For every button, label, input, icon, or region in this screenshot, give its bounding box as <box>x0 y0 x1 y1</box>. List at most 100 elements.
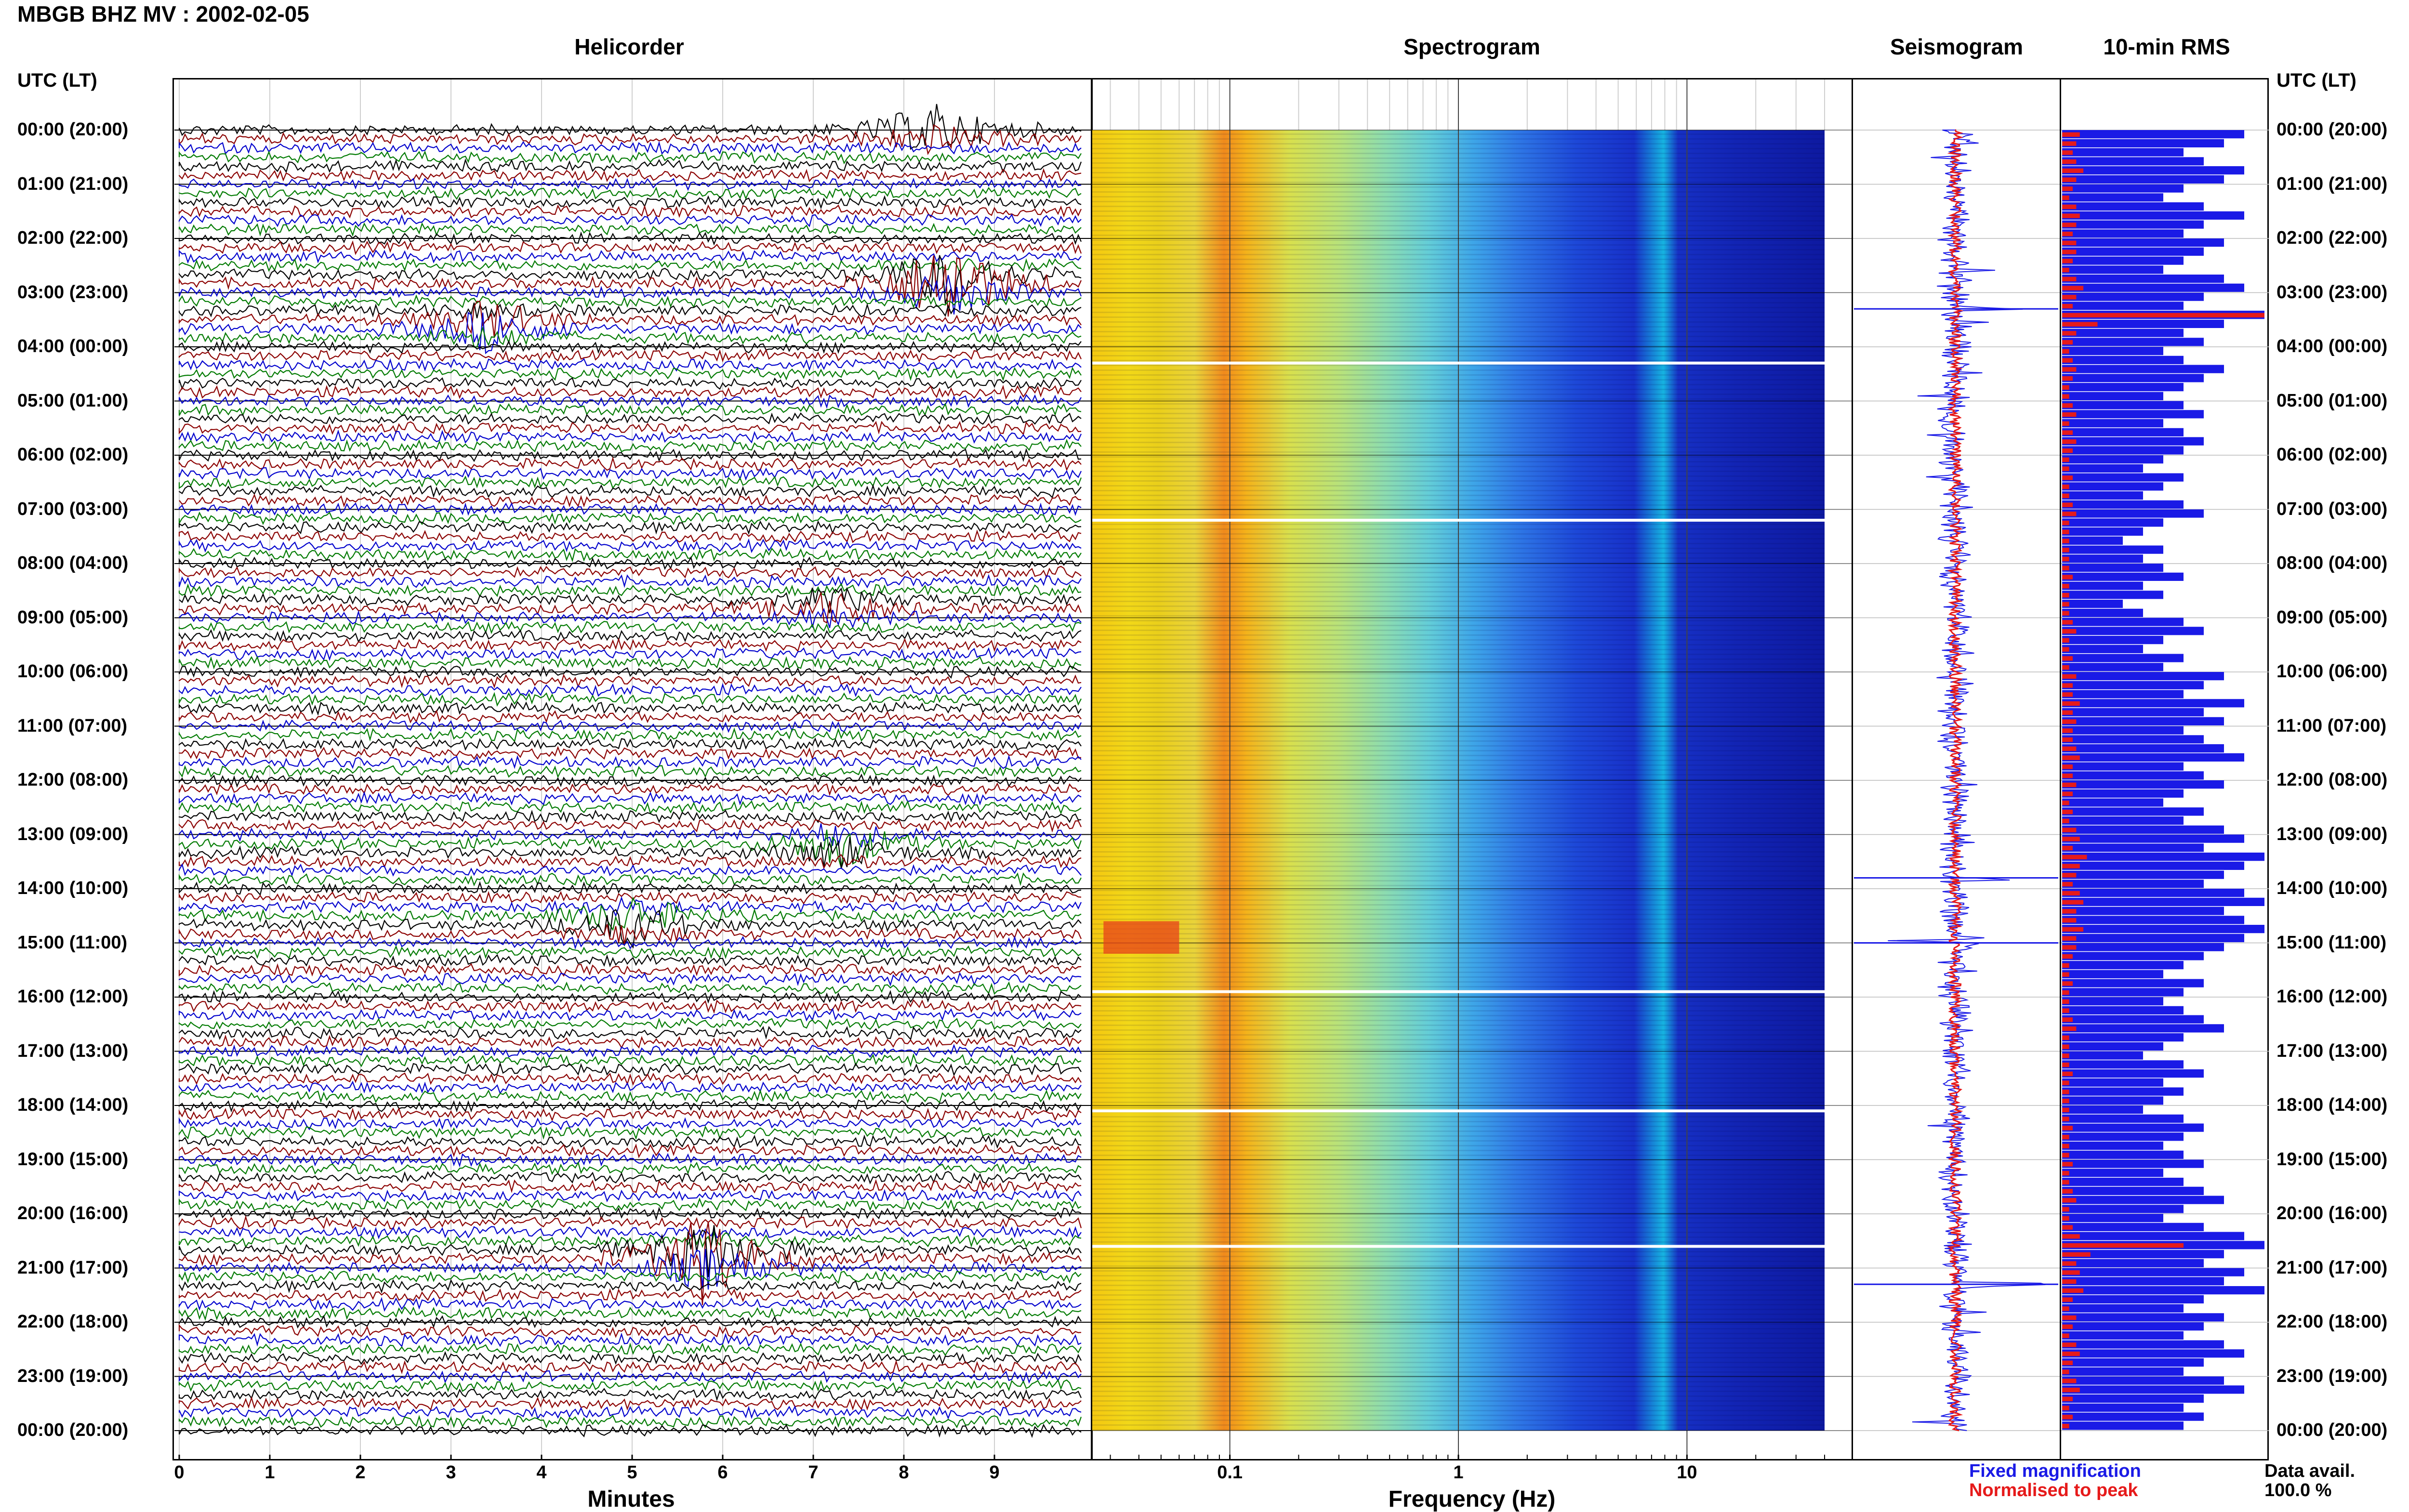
helicorder-trace <box>178 1359 1082 1374</box>
helicorder-trace <box>178 1143 1082 1158</box>
helicorder-trace <box>178 1008 1082 1022</box>
rms-bar-normalised <box>2062 755 2080 760</box>
rms-bar-fixed <box>2062 627 2204 635</box>
rms-bar-normalised <box>2062 1261 2077 1266</box>
hour-label-left: 17:00 (13:00) <box>17 1040 129 1061</box>
helicorder-trace <box>178 764 1082 778</box>
helicorder-tick-label: 4 <box>536 1462 547 1483</box>
rms-bar-fixed <box>2062 1024 2224 1033</box>
hour-label-right: 00:00 (20:00) <box>2277 119 2388 140</box>
hour-label-right: 01:00 (21:00) <box>2277 173 2388 194</box>
rms-bar-normalised <box>2062 782 2077 788</box>
hour-label-left: 00:00 (20:00) <box>17 1420 129 1440</box>
rms-bar-fixed <box>2062 500 2184 509</box>
helicorder-trace <box>178 945 1082 960</box>
hour-label-left: 15:00 (11:00) <box>17 932 128 953</box>
helicorder-trace <box>178 484 1082 499</box>
rms-bar-normalised <box>2062 195 2069 200</box>
rms-bar-normalised <box>2062 746 2077 751</box>
helicorder-tick-label: 5 <box>627 1462 637 1483</box>
rms-bar-normalised <box>2062 556 2069 562</box>
helicorder-trace <box>178 774 1082 788</box>
rms-bar-fixed <box>2062 1421 2184 1430</box>
hour-label-left: 11:00 (07:00) <box>17 715 128 736</box>
rms-bar-normalised <box>2062 295 2077 300</box>
hour-label-right: 04:00 (00:00) <box>2277 336 2388 356</box>
rms-bar-normalised <box>2062 1369 2069 1374</box>
rms-bar-fixed <box>2062 202 2204 211</box>
rms-bar-normalised <box>2062 999 2069 1004</box>
rms-bar-normalised <box>2062 1234 2080 1239</box>
rms-bar-fixed <box>2062 608 2143 617</box>
helicorder-trace <box>178 1332 1082 1348</box>
rms-bar-normalised <box>2062 1207 2069 1212</box>
rms-bar-normalised <box>2062 1098 2069 1104</box>
rms-bar-fixed <box>2062 870 2224 879</box>
helicorder-tick-label: 2 <box>355 1462 366 1483</box>
rms-bar-normalised <box>2062 150 2073 155</box>
rms-bar-normalised <box>2062 1053 2069 1058</box>
helicorder-trace <box>178 692 1082 707</box>
helicorder-trace <box>178 1034 1082 1049</box>
rms-bar-fixed <box>2062 355 2184 364</box>
helicorder-trace <box>178 701 1082 716</box>
hour-label-right: 07:00 (03:00) <box>2277 499 2388 519</box>
rms-bar-normalised <box>2062 602 2069 607</box>
helicorder-trace <box>178 791 1082 806</box>
hour-label-right: 20:00 (16:00) <box>2277 1203 2388 1223</box>
rms-bar-normalised <box>2062 611 2069 616</box>
rms-bar-normalised <box>2062 349 2069 354</box>
rms-bar-fixed <box>2062 690 2184 698</box>
rms-bar-fixed <box>2062 1169 2163 1177</box>
helicorder-trace <box>178 710 1082 723</box>
helicorder-trace <box>178 896 1082 918</box>
rms-bar-normalised <box>2062 1017 2073 1022</box>
rms-bar-fixed <box>2062 482 2163 491</box>
rms-bar-normalised <box>2062 457 2069 462</box>
rms-bar-normalised <box>2062 1333 2069 1338</box>
rms-bar-fixed <box>2062 1178 2184 1186</box>
rms-bar-fixed <box>2062 988 2184 997</box>
hour-label-right: 14:00 (10:00) <box>2277 878 2388 898</box>
rms-bar-normalised <box>2062 168 2084 173</box>
helicorder-trace <box>178 1414 1082 1429</box>
helicorder-trace <box>178 255 1082 304</box>
rms-bar-fixed <box>2062 916 2244 924</box>
helicorder-trace <box>178 1089 1082 1104</box>
rms-bar-normalised <box>2062 1062 2069 1067</box>
rms-bar-normalised <box>2062 385 2069 390</box>
rms-bar-normalised <box>2062 1387 2080 1393</box>
helicorder-trace <box>178 1369 1082 1384</box>
rms-bar-fixed <box>2062 834 2244 843</box>
rms-bar-normalised <box>2062 267 2069 273</box>
page-title: MBGB BHZ MV : 2002-02-05 <box>17 1 309 26</box>
helicorder-trace <box>178 565 1082 579</box>
rms-bar-normalised <box>2062 141 2077 146</box>
rms-bar-normalised <box>2062 548 2069 552</box>
hour-label-right: 09:00 (05:00) <box>2277 607 2388 628</box>
rms-bar-fixed <box>2062 672 2224 681</box>
rms-bar-normalised <box>2062 1126 2073 1131</box>
rms-bar-fixed <box>2062 211 2244 220</box>
rms-bar-normalised <box>2062 539 2069 543</box>
rms-bar-fixed <box>2062 961 2184 970</box>
rms-bar-fixed <box>2062 654 2184 662</box>
rms-bar-fixed <box>2062 1286 2264 1295</box>
rms-bar-fixed <box>2062 807 2204 816</box>
rms-bar-normalised <box>2062 502 2073 507</box>
hour-label-left: 01:00 (21:00) <box>17 173 129 194</box>
hour-label-left: 08:00 (04:00) <box>17 553 129 573</box>
helicorder-trace <box>178 195 1082 210</box>
hour-label-left: 13:00 (09:00) <box>17 824 129 844</box>
helicorder-trace <box>178 1189 1082 1203</box>
rms-bar-fixed <box>2062 753 2244 762</box>
helicorder-trace <box>178 511 1082 526</box>
rms-bar-fixed <box>2062 1412 2204 1421</box>
spectrogram-gap <box>1092 990 1852 993</box>
rms-bar-fixed <box>2062 933 2244 942</box>
helicorder-trace <box>178 124 1082 155</box>
hour-label-left: 18:00 (14:00) <box>17 1095 129 1115</box>
rms-bar-fixed <box>2062 1006 2184 1014</box>
rms-bar-normalised <box>2062 358 2073 363</box>
